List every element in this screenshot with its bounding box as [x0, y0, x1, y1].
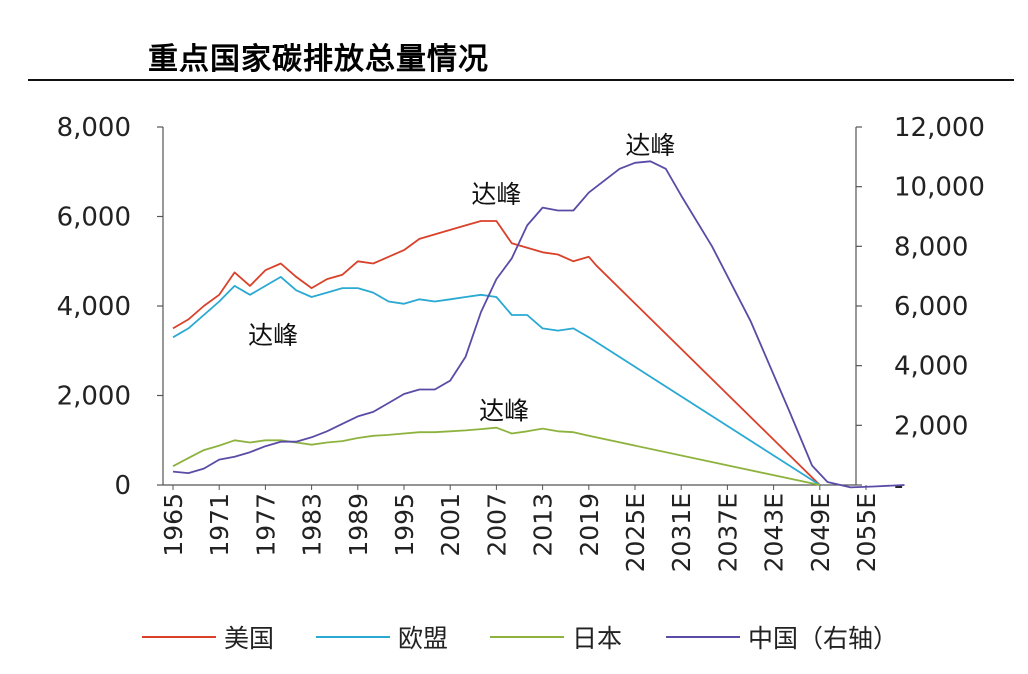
x-tick-label: 2055E: [852, 493, 881, 572]
right-y-tick-label: 4,000: [894, 352, 968, 382]
legend-swatch-usa: [142, 636, 216, 638]
legend-label-eu: 欧盟: [398, 624, 449, 653]
left-y-tick-label: 8,000: [57, 113, 131, 143]
page-title: 重点国家碳排放总量情况: [148, 42, 489, 77]
legend-swatch-japan: [490, 636, 564, 638]
peak-annotation: 达峰: [471, 180, 521, 209]
left-y-tick-label: 0: [114, 471, 131, 501]
right-y-tick-label: 12,000: [894, 113, 985, 143]
peak-annotation: 达峰: [625, 131, 675, 160]
x-tick-label: 2019: [575, 493, 604, 557]
legend-label-japan: 日本: [572, 624, 623, 653]
legend-swatch-eu: [316, 636, 390, 638]
x-tick-label: 2043E: [760, 493, 789, 572]
legend-swatch-china: [666, 636, 740, 638]
x-tick-label: 1983: [298, 493, 327, 557]
series-line-2: [172, 426, 820, 486]
peak-annotation: 达峰: [479, 396, 529, 425]
x-tick-label: 2007: [482, 493, 511, 557]
series-line-1: [172, 276, 821, 486]
x-tick-label: 2049E: [806, 493, 835, 572]
x-tick-label: 1995: [390, 493, 419, 557]
series-line-0: [172, 220, 821, 486]
left-y-tick-label: 2,000: [57, 382, 131, 412]
series-line-3: [172, 160, 905, 489]
legend: 美国 欧盟 日本 中国（右轴）: [0, 617, 1028, 657]
left-y-tick-label: 6,000: [57, 203, 131, 233]
right-y-tick-label: 6,000: [894, 292, 968, 322]
x-tick-label: 2025E: [621, 493, 650, 572]
legend-label-china: 中国（右轴）: [748, 624, 899, 653]
peak-annotation: 达峰: [248, 321, 298, 350]
legend-item-china: 中国（右轴）: [666, 617, 898, 657]
right-y-tick-label: 10,000: [894, 173, 985, 203]
legend-item-eu: 欧盟: [316, 617, 448, 657]
x-tick-label: 1965: [159, 493, 188, 557]
x-tick-label: 2031E: [667, 493, 696, 572]
legend-item-usa: 美国: [142, 617, 274, 657]
legend-item-japan: 日本: [490, 617, 622, 657]
right-y-tick-label: 8,000: [894, 232, 968, 262]
x-tick-label: 2001: [436, 493, 465, 557]
title-divider: [28, 79, 1014, 81]
x-tick-label: 2013: [529, 493, 558, 557]
legend-label-usa: 美国: [224, 624, 275, 653]
x-tick-label: 1977: [251, 493, 280, 557]
x-tick-label: 1989: [344, 493, 373, 557]
right-y-tick-label: 2,000: [894, 411, 968, 441]
x-tick-label: 2037E: [713, 493, 742, 572]
x-tick-label: 1971: [205, 493, 234, 557]
left-y-tick-label: 4,000: [57, 292, 131, 322]
